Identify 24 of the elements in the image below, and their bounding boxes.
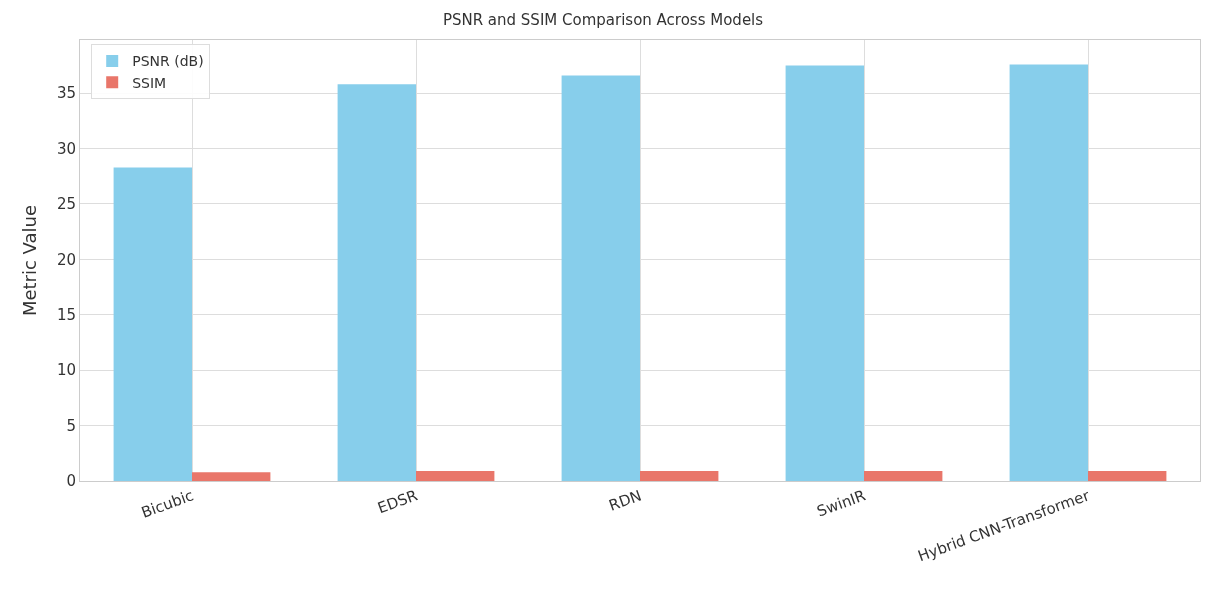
y-tick-label: 0 <box>66 472 76 491</box>
y-tick-label: 15 <box>56 306 76 325</box>
bar <box>416 471 495 481</box>
legend-label: PSNR (dB) <box>132 53 204 70</box>
bar <box>785 65 864 481</box>
bar <box>640 471 719 481</box>
y-tick-label: 25 <box>56 195 76 214</box>
x-tick-label: RDN <box>606 486 644 515</box>
y-tick-label: 35 <box>56 84 76 103</box>
legend-label: SSIM <box>132 74 167 91</box>
bar <box>192 472 271 481</box>
bar <box>864 471 943 481</box>
chart-title: PSNR and SSIM Comparison Across Models <box>442 11 764 30</box>
bar <box>561 75 640 481</box>
x-tick-label: EDSR <box>375 486 420 518</box>
bar <box>337 84 416 481</box>
bar <box>1009 64 1088 481</box>
y-axis-title: Metric Value <box>19 204 41 317</box>
y-tick-label: 5 <box>66 416 76 435</box>
bar <box>1088 471 1167 481</box>
y-tick-label: 30 <box>56 139 76 158</box>
y-tick-label: 20 <box>56 250 76 269</box>
y-tick-label: 10 <box>56 361 76 380</box>
bar <box>113 167 192 481</box>
